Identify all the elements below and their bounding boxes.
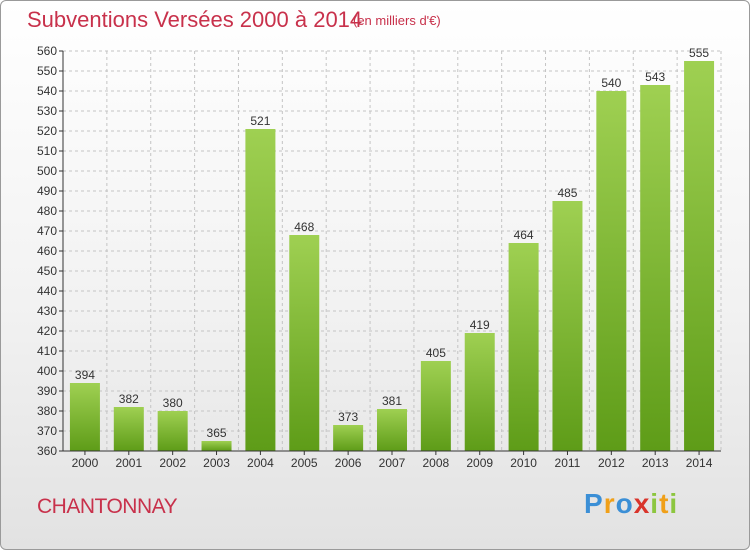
y-tick-label: 480 — [37, 204, 57, 218]
x-tick-label: 2013 — [642, 456, 669, 470]
y-tick-label: 460 — [37, 244, 57, 258]
data-label: 382 — [119, 392, 139, 406]
logo-letter: x — [633, 488, 651, 519]
bar — [289, 235, 320, 451]
data-label: 485 — [557, 186, 577, 200]
bar — [552, 201, 583, 451]
x-tick-label: 2010 — [510, 456, 537, 470]
data-label: 394 — [75, 368, 95, 382]
bar — [640, 85, 671, 451]
logo-letter: i — [650, 488, 660, 519]
y-tick-label: 530 — [37, 104, 57, 118]
bar — [113, 407, 144, 451]
data-label: 521 — [250, 114, 270, 128]
commune-name: CHANTONNAY — [37, 495, 178, 518]
y-tick-label: 490 — [37, 184, 57, 198]
y-tick-label: 400 — [37, 364, 57, 378]
y-tick-label: 370 — [37, 424, 57, 438]
y-tick-label: 450 — [37, 264, 57, 278]
proxiti-logo: Proxiti — [584, 488, 678, 520]
bar — [201, 441, 232, 451]
y-tick-label: 390 — [37, 384, 57, 398]
bar — [69, 383, 100, 451]
logo-letter: P — [584, 488, 604, 519]
data-label: 540 — [601, 76, 621, 90]
x-tick-label: 2006 — [335, 456, 362, 470]
logo-letter: t — [659, 488, 670, 519]
x-tick-label: 2005 — [291, 456, 318, 470]
y-tick-label: 440 — [37, 284, 57, 298]
x-tick-label: 2002 — [159, 456, 186, 470]
x-tick-label: 2012 — [598, 456, 625, 470]
logo-letter: i — [669, 488, 679, 519]
y-tick-label: 360 — [37, 444, 57, 458]
bar — [377, 409, 407, 451]
y-tick-label: 510 — [37, 144, 57, 158]
x-tick-label: 2014 — [686, 456, 713, 470]
x-tick-label: 2001 — [115, 456, 142, 470]
chart-subtitle: (en milliers d'€) — [353, 13, 441, 28]
y-tick-label: 550 — [37, 64, 57, 78]
y-tick-label: 430 — [37, 304, 57, 318]
x-tick-label: 2011 — [555, 456, 581, 470]
logo-letter: r — [603, 488, 616, 519]
data-label: 381 — [382, 394, 402, 408]
x-tick-label: 2000 — [72, 456, 99, 470]
data-label: 468 — [294, 220, 314, 234]
bars: 394 382 380 365 521 468 373 381 405 419 464 485 540 5… — [69, 46, 715, 451]
y-tick-label: 380 — [37, 404, 57, 418]
y-tick-label: 540 — [37, 84, 57, 98]
bar — [420, 361, 451, 451]
y-tick-label: 500 — [37, 164, 57, 178]
bar — [464, 333, 495, 451]
y-tick-label: 560 — [37, 44, 57, 58]
x-tick-label: 2004 — [247, 456, 274, 470]
chart-title: Subventions Versées 2000 à 2014 — [27, 7, 363, 32]
data-label: 405 — [426, 346, 446, 360]
data-label: 555 — [689, 46, 709, 60]
bar — [333, 425, 364, 451]
data-label: 543 — [645, 70, 665, 84]
y-tick-label: 470 — [37, 224, 57, 238]
data-label: 419 — [470, 318, 490, 332]
bar — [245, 129, 276, 451]
x-tick-label: 2003 — [203, 456, 230, 470]
y-tick-label: 410 — [37, 344, 57, 358]
y-tick-label: 520 — [37, 124, 57, 138]
data-label: 373 — [338, 410, 358, 424]
x-tick-label: 2009 — [466, 456, 493, 470]
data-label: 380 — [163, 396, 183, 410]
axes: 360 370 380 390 400 410 420 430 440 450 460 470 480 4… — [37, 44, 721, 470]
bar — [508, 243, 539, 451]
x-tick-label: 2007 — [379, 456, 406, 470]
logo-letter: o — [615, 488, 634, 519]
y-tick-label: 420 — [37, 324, 57, 338]
bar — [596, 91, 627, 451]
data-label: 464 — [514, 228, 534, 242]
x-tick-label: 2008 — [423, 456, 450, 470]
bar — [157, 411, 188, 451]
bar — [684, 61, 715, 451]
data-label: 365 — [207, 426, 227, 440]
